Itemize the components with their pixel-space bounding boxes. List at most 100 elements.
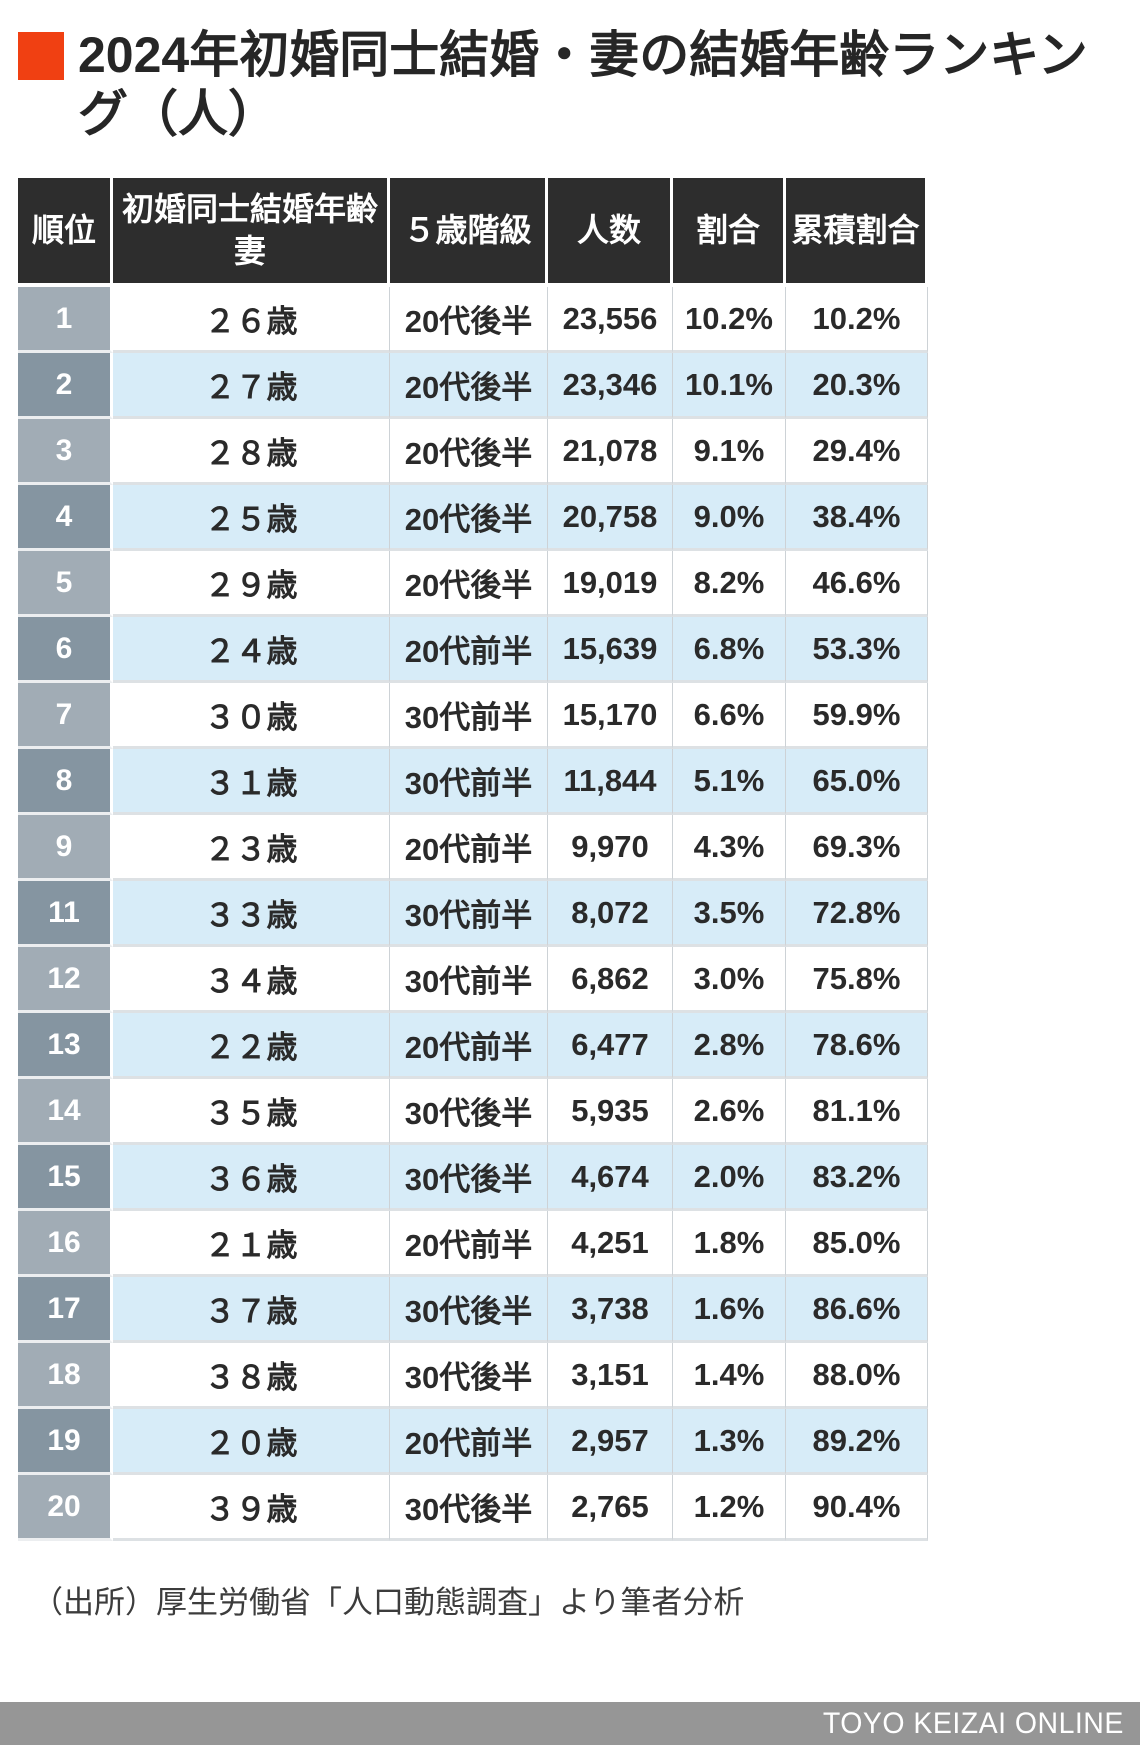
rank-cell: 4 [18, 485, 113, 551]
table-row: 16 ２１歳 20代前半 4,251 1.8% 85.0% [18, 1211, 928, 1277]
data-cell-col2: 30代前半 [390, 683, 548, 749]
data-cell-col4: 9.0% [673, 485, 786, 551]
rank-cell: 20 [18, 1475, 113, 1541]
data-cell-col5: 29.4% [786, 419, 928, 485]
table-row: 13 ２２歳 20代前半 6,477 2.8% 78.6% [18, 1013, 928, 1079]
data-cell-col5: 20.3% [786, 353, 928, 419]
data-cell-col4: 8.2% [673, 551, 786, 617]
title-accent-square [18, 32, 64, 80]
rank-cell: 3 [18, 419, 113, 485]
data-cell-col2: 20代前半 [390, 1013, 548, 1079]
data-cell-col1: ２２歳 [113, 1013, 390, 1079]
rank-cell: 2 [18, 353, 113, 419]
data-cell-col2: 30代後半 [390, 1277, 548, 1343]
data-cell-col1: ３９歳 [113, 1475, 390, 1541]
page-title-line1: 2024年初婚同士結婚・妻の結婚年齢ランキン [78, 27, 1088, 83]
rank-cell: 6 [18, 617, 113, 683]
table-row: 14 ３５歳 30代後半 5,935 2.6% 81.1% [18, 1079, 928, 1145]
data-cell-col5: 65.0% [786, 749, 928, 815]
rank-cell: 17 [18, 1277, 113, 1343]
data-cell-col3: 4,251 [548, 1211, 673, 1277]
data-cell-col3: 23,556 [548, 287, 673, 353]
data-cell-col5: 90.4% [786, 1475, 928, 1541]
table-row: 9 ２３歳 20代前半 9,970 4.3% 69.3% [18, 815, 928, 881]
data-cell-col1: ３１歳 [113, 749, 390, 815]
data-cell-col2: 20代後半 [390, 287, 548, 353]
data-cell-col4: 6.8% [673, 617, 786, 683]
table-row: 20 ３９歳 30代後半 2,765 1.2% 90.4% [18, 1475, 928, 1541]
data-cell-col1: ２４歳 [113, 617, 390, 683]
data-cell-col1: ３８歳 [113, 1343, 390, 1409]
data-cell-col3: 15,639 [548, 617, 673, 683]
data-cell-col2: 20代前半 [390, 617, 548, 683]
article-header: 2024年初婚同士結婚・妻の結婚年齢ランキン グ（人） [18, 26, 1120, 144]
data-cell-col4: 9.1% [673, 419, 786, 485]
rank-cell: 18 [18, 1343, 113, 1409]
data-cell-col5: 38.4% [786, 485, 928, 551]
data-cell-col5: 53.3% [786, 617, 928, 683]
data-cell-col5: 10.2% [786, 287, 928, 353]
data-cell-col1: ３６歳 [113, 1145, 390, 1211]
table-row: 6 ２４歳 20代前半 15,639 6.8% 53.3% [18, 617, 928, 683]
table-row: 11 ３３歳 30代前半 8,072 3.5% 72.8% [18, 881, 928, 947]
data-cell-col2: 30代後半 [390, 1343, 548, 1409]
data-cell-col5: 81.1% [786, 1079, 928, 1145]
rank-cell: 14 [18, 1079, 113, 1145]
column-header-0: 順位 [18, 178, 113, 287]
data-cell-col1: ２７歳 [113, 353, 390, 419]
page-title: 2024年初婚同士結婚・妻の結婚年齢ランキン グ（人） [78, 26, 1088, 144]
data-cell-col1: ３７歳 [113, 1277, 390, 1343]
table-row: 3 ２８歳 20代後半 21,078 9.1% 29.4% [18, 419, 928, 485]
data-cell-col3: 5,935 [548, 1079, 673, 1145]
data-cell-col1: ２８歳 [113, 419, 390, 485]
ranking-table-body: 1 ２６歳 20代後半 23,556 10.2% 10.2% 2 ２７歳 20代後半 23,346… [18, 287, 928, 1541]
data-cell-col1: ２０歳 [113, 1409, 390, 1475]
data-cell-col5: 75.8% [786, 947, 928, 1013]
data-cell-col2: 20代前半 [390, 815, 548, 881]
rank-cell: 15 [18, 1145, 113, 1211]
table-row: 12 ３４歳 30代前半 6,862 3.0% 75.8% [18, 947, 928, 1013]
data-cell-col1: ３０歳 [113, 683, 390, 749]
data-cell-col2: 20代後半 [390, 419, 548, 485]
data-cell-col2: 30代前半 [390, 947, 548, 1013]
data-cell-col4: 1.2% [673, 1475, 786, 1541]
data-cell-col5: 86.6% [786, 1277, 928, 1343]
table-row: 2 ２７歳 20代後半 23,346 10.1% 20.3% [18, 353, 928, 419]
rank-cell: 13 [18, 1013, 113, 1079]
table-row: 7 ３０歳 30代前半 15,170 6.6% 59.9% [18, 683, 928, 749]
data-cell-col2: 30代前半 [390, 749, 548, 815]
data-cell-col1: ２６歳 [113, 287, 390, 353]
rank-cell: 16 [18, 1211, 113, 1277]
data-cell-col1: ３４歳 [113, 947, 390, 1013]
data-cell-col3: 20,758 [548, 485, 673, 551]
data-cell-col1: ３３歳 [113, 881, 390, 947]
source-note: （出所）厚生労働省「人口動態調査」より筆者分析 [32, 1585, 745, 1620]
data-cell-col2: 30代後半 [390, 1145, 548, 1211]
data-cell-col3: 6,862 [548, 947, 673, 1013]
rank-cell: 5 [18, 551, 113, 617]
data-cell-col3: 8,072 [548, 881, 673, 947]
data-cell-col5: 83.2% [786, 1145, 928, 1211]
data-cell-col4: 6.6% [673, 683, 786, 749]
data-cell-col2: 20代後半 [390, 485, 548, 551]
column-header-2: ５歳階級 [390, 178, 548, 287]
data-cell-col4: 1.3% [673, 1409, 786, 1475]
data-cell-col5: 69.3% [786, 815, 928, 881]
column-header-3: 人数 [548, 178, 673, 287]
data-cell-col4: 2.0% [673, 1145, 786, 1211]
data-cell-col2: 20代前半 [390, 1409, 548, 1475]
rank-cell: 8 [18, 749, 113, 815]
footer-bar: TOYO KEIZAI ONLINE [0, 1702, 1140, 1745]
table-row: 15 ３６歳 30代後半 4,674 2.0% 83.2% [18, 1145, 928, 1211]
table-row: 19 ２０歳 20代前半 2,957 1.3% 89.2% [18, 1409, 928, 1475]
data-cell-col1: ２３歳 [113, 815, 390, 881]
data-cell-col4: 10.1% [673, 353, 786, 419]
data-cell-col4: 1.8% [673, 1211, 786, 1277]
page-title-line2: グ（人） [78, 86, 278, 142]
data-cell-col3: 4,674 [548, 1145, 673, 1211]
table-row: 4 ２５歳 20代後半 20,758 9.0% 38.4% [18, 485, 928, 551]
data-cell-col5: 78.6% [786, 1013, 928, 1079]
rank-cell: 9 [18, 815, 113, 881]
data-cell-col4: 3.0% [673, 947, 786, 1013]
ranking-table: 順位 初婚同士結婚年齢 妻 ５歳階級 人数 割合 累積割合 1 ２６歳 20代後半 23,556… [18, 178, 928, 1541]
